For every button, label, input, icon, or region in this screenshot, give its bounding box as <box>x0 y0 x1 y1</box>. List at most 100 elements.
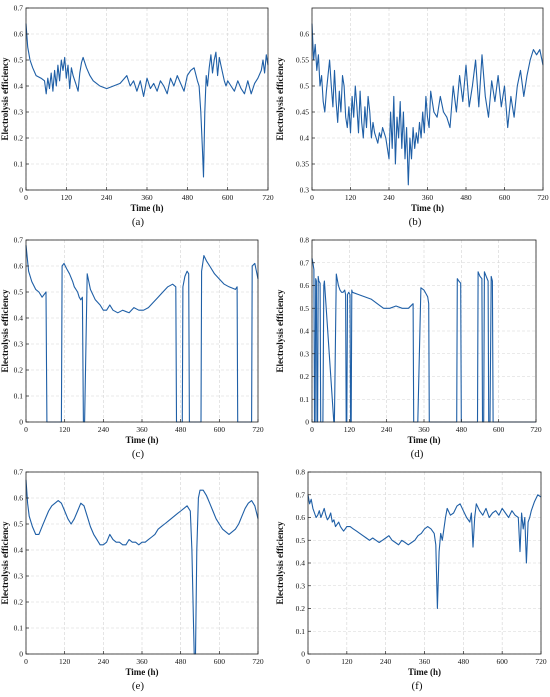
x-tick-label-a-1: 120 <box>61 193 73 202</box>
x-tick-label-f-2: 240 <box>380 657 392 666</box>
y-axis-label-e: Electrolysis efficiency <box>0 521 10 605</box>
chart-e: 0 120 240 360 480 600 720 0 0.1 0.2 0.3 0.4 0.5 0.6 0.… <box>0 468 264 677</box>
caption-c: (c) <box>131 448 145 460</box>
x-tick-label-e-6: 720 <box>252 657 264 666</box>
y-tick-label-f-3: 0.3 <box>296 581 306 590</box>
y-tick-label-e-1: 0.1 <box>14 624 24 633</box>
y-tick-label-f-1: 0.1 <box>296 627 306 636</box>
y-tick-label-b-1: 0.35 <box>296 160 309 169</box>
chart-b: 0 120 240 360 480 600 720 0.3 0.35 0.4 0.45 0.5 0.55… <box>275 7 549 213</box>
y-tick-label-f-6: 0.6 <box>296 513 306 522</box>
y-tick-label-a-0: 0 <box>19 186 23 195</box>
y-tick-label-b-5: 0.55 <box>296 56 309 65</box>
y-tick-label-a-4: 0.4 <box>14 82 24 91</box>
x-axis-label-d: Time (h) <box>407 435 440 445</box>
y-tick-label-b-0: 0.3 <box>300 186 310 195</box>
y-tick-label-d-0: 0 <box>305 418 309 427</box>
chart-c: 0 120 240 360 480 600 720 0 0.1 0.2 0.3 0.4 0.5 0.6 0.… <box>0 236 264 445</box>
series-line-d <box>311 258 536 423</box>
x-tick-label-c-1: 120 <box>59 425 71 434</box>
x-tick-label-b-4: 480 <box>460 193 472 202</box>
y-tick-label-b-2: 0.4 <box>300 134 310 143</box>
x-tick-label-d-4: 480 <box>456 425 468 434</box>
x-tick-label-b-6: 720 <box>537 193 549 202</box>
caption-a: (a) <box>131 216 145 228</box>
chart-d: 0 120 240 360 480 600 720 0 0.1 0.2 0.3 0.4 0.5 0.6 0.… <box>275 236 542 445</box>
y-tick-label-e-0: 0 <box>19 650 23 659</box>
y-tick-label-e-7: 0.7 <box>14 468 24 477</box>
x-tick-label-a-0: 0 <box>24 193 28 202</box>
x-tick-label-f-5: 600 <box>497 657 509 666</box>
x-tick-label-d-0: 0 <box>310 425 314 434</box>
x-axis-label-e: Time (h) <box>125 667 158 677</box>
x-tick-label-b-0: 0 <box>310 193 314 202</box>
y-tick-label-b-3: 0.45 <box>296 108 309 117</box>
y-tick-label-f-7: 0.7 <box>296 490 306 499</box>
x-tick-label-a-3: 360 <box>141 193 153 202</box>
x-tick-label-f-6: 720 <box>535 657 547 666</box>
x-tick-label-a-5: 600 <box>222 193 234 202</box>
series-line-b <box>311 23 544 186</box>
y-tick-label-d-6: 0.6 <box>300 281 310 290</box>
x-tick-label-f-4: 480 <box>458 657 470 666</box>
y-tick-label-a-3: 0.3 <box>14 108 24 117</box>
x-tick-label-b-2: 240 <box>383 193 395 202</box>
x-tick-label-a-2: 240 <box>101 193 113 202</box>
series-line-e <box>25 479 259 655</box>
y-tick-label-b-6: 0.6 <box>300 30 310 39</box>
x-tick-label-d-6: 720 <box>530 425 542 434</box>
y-tick-label-c-5: 0.5 <box>14 288 24 297</box>
y-tick-label-d-4: 0.4 <box>300 327 310 336</box>
y-axis-label-f: Electrolysis efficiency <box>275 521 285 605</box>
x-tick-label-b-1: 120 <box>345 193 357 202</box>
x-axis-label-c: Time (h) <box>125 435 158 445</box>
y-tick-label-e-4: 0.4 <box>14 546 24 555</box>
y-axis-label-b: Electrolysis efficiency <box>275 57 285 141</box>
chart-a: 0 120 240 360 480 600 720 0 0.1 0.2 0.3 0.4 0.5 0.6 0.… <box>0 4 274 213</box>
y-tick-label-e-3: 0.3 <box>14 572 24 581</box>
y-tick-label-c-4: 0.4 <box>14 314 24 323</box>
x-tick-label-e-3: 360 <box>136 657 148 666</box>
y-tick-label-f-8: 0.8 <box>296 468 306 477</box>
y-tick-label-c-6: 0.6 <box>14 262 24 271</box>
x-tick-label-e-1: 120 <box>59 657 71 666</box>
y-tick-label-c-1: 0.1 <box>14 392 24 401</box>
y-axis-label-a: Electrolysis efficiency <box>0 57 10 141</box>
y-axis-label-d: Electrolysis efficiency <box>275 289 285 373</box>
x-tick-label-e-2: 240 <box>98 657 110 666</box>
y-tick-label-a-2: 0.2 <box>14 134 24 143</box>
x-tick-label-e-5: 600 <box>214 657 226 666</box>
caption-d: (d) <box>410 448 424 460</box>
y-tick-label-b-4: 0.5 <box>300 82 310 91</box>
x-tick-label-c-0: 0 <box>24 425 28 434</box>
x-tick-label-c-5: 600 <box>214 425 226 434</box>
x-axis-label-a: Time (h) <box>130 203 163 213</box>
x-axis-label-f: Time (h) <box>408 667 441 677</box>
x-tick-label-c-6: 720 <box>252 425 264 434</box>
series-line-f <box>307 494 542 610</box>
x-tick-label-a-6: 720 <box>262 193 274 202</box>
x-tick-label-b-3: 360 <box>422 193 434 202</box>
x-tick-label-c-2: 240 <box>98 425 110 434</box>
y-tick-label-a-6: 0.6 <box>14 30 24 39</box>
x-tick-label-d-3: 360 <box>418 425 430 434</box>
y-tick-label-a-7: 0.7 <box>14 4 24 13</box>
chart-f: 0 120 240 360 480 600 720 0 0.1 0.2 0.3 0.4 0.5 0.6 0.… <box>275 468 547 677</box>
x-tick-label-b-5: 600 <box>499 193 511 202</box>
y-tick-label-c-3: 0.3 <box>14 340 24 349</box>
x-tick-label-f-3: 360 <box>419 657 431 666</box>
x-tick-label-d-2: 240 <box>381 425 393 434</box>
series-line-a <box>25 23 269 178</box>
x-tick-label-c-4: 480 <box>175 425 187 434</box>
x-tick-label-a-4: 480 <box>182 193 194 202</box>
x-tick-label-d-5: 600 <box>493 425 505 434</box>
x-tick-label-d-1: 120 <box>344 425 356 434</box>
y-tick-label-d-3: 0.3 <box>300 349 310 358</box>
y-tick-label-e-2: 0.2 <box>14 598 24 607</box>
y-tick-label-d-1: 0.1 <box>300 395 310 404</box>
x-tick-label-f-1: 120 <box>341 657 353 666</box>
y-tick-label-f-2: 0.2 <box>296 604 306 613</box>
y-tick-label-a-1: 0.1 <box>14 160 24 169</box>
x-tick-label-c-3: 360 <box>136 425 148 434</box>
